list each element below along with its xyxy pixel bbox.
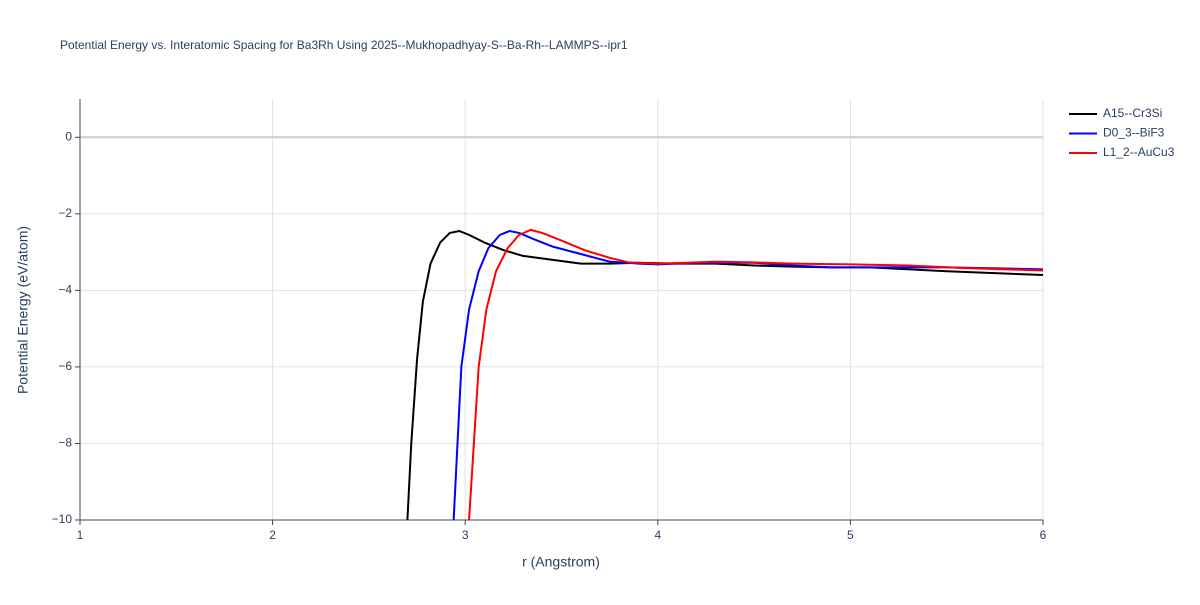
x-tick-label: 4: [654, 528, 661, 542]
y-tick-label: 0: [65, 129, 72, 143]
y-tick-label: −8: [58, 436, 72, 450]
legend-label: L1_2--AuCu3: [1103, 145, 1175, 159]
x-tick-label: 3: [462, 528, 469, 542]
y-tick-label: −2: [58, 206, 72, 220]
y-tick-label: −6: [58, 359, 72, 373]
y-tick-label: −10: [52, 512, 73, 526]
x-tick-label: 5: [847, 528, 854, 542]
series-line: [468, 228, 1043, 520]
legend-label: A15--Cr3Si: [1103, 106, 1162, 120]
x-tick-label: 1: [77, 528, 84, 542]
y-tick-label: −4: [58, 283, 72, 297]
x-axis-title: r (Angstrom): [522, 554, 600, 570]
x-tick-label: 2: [269, 528, 276, 542]
plot-area: [406, 228, 1043, 520]
series-line: [452, 230, 1043, 520]
legend-label: D0_3--BiF3: [1103, 126, 1165, 140]
y-axis-title: Potential Energy (eV/atom): [15, 226, 31, 394]
x-tick-label: 6: [1040, 528, 1047, 542]
chart-title: Potential Energy vs. Interatomic Spacing…: [60, 38, 628, 52]
